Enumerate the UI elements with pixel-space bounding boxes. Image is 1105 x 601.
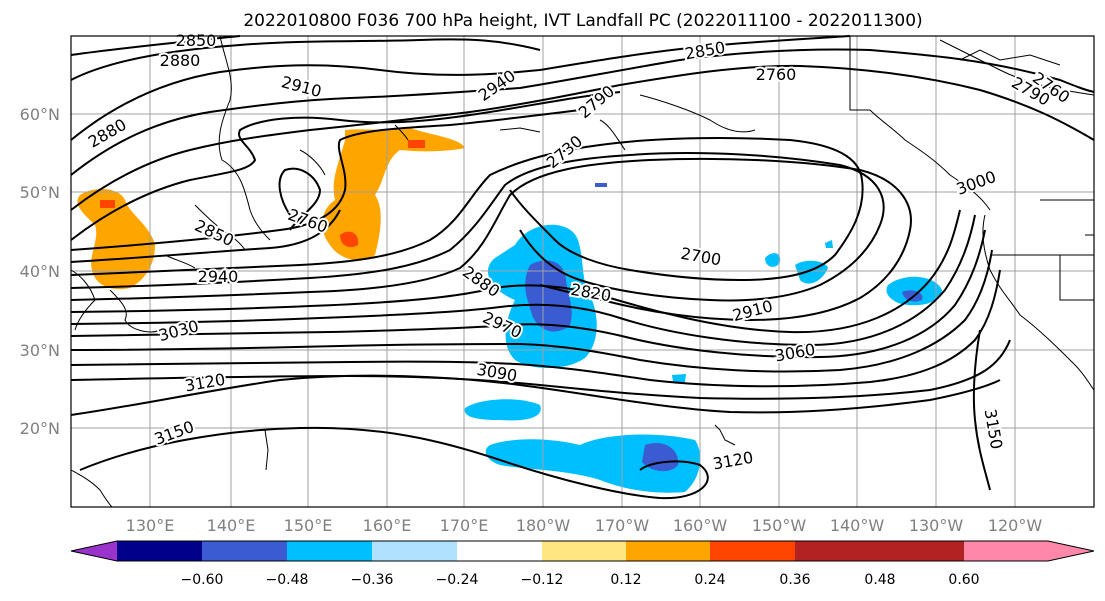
- lon-label: 180°W: [516, 516, 571, 535]
- colorbar-tick: −0.60: [181, 572, 224, 588]
- colorbar-bin: [542, 541, 626, 561]
- lat-label: 30°N: [20, 341, 60, 360]
- colorbar-bin: [202, 541, 287, 561]
- height-contours: [70, 35, 1095, 500]
- colorbar-bin: [287, 541, 372, 561]
- lat-label: 40°N: [20, 262, 60, 281]
- colorbar-tick: 0.60: [948, 572, 979, 588]
- colorbar-tick: −0.36: [351, 572, 394, 588]
- figure-title: 2022010800 F036 700 hPa height, IVT Land…: [243, 11, 922, 31]
- lon-label: 160°W: [673, 516, 728, 535]
- colorbar-tick: 0.12: [610, 572, 641, 588]
- longitude-labels: 130°E 140°E 150°E 160°E 170°E 180°W 170°…: [126, 516, 1043, 535]
- colorbar-extend-low: [71, 541, 117, 561]
- lon-label: 130°E: [126, 516, 175, 535]
- latitude-labels: 60°N 50°N 40°N 30°N 20°N: [20, 105, 60, 438]
- colorbar-bin: [117, 541, 202, 561]
- lon-label: 160°E: [363, 516, 412, 535]
- colorbar-tick: −0.12: [521, 572, 564, 588]
- lat-label: 50°N: [20, 183, 60, 202]
- lon-label: 150°E: [284, 516, 333, 535]
- lon-label: 120°W: [988, 516, 1043, 535]
- lon-label: 170°E: [440, 516, 489, 535]
- coastlines: [70, 35, 1095, 508]
- lon-label: 150°W: [752, 516, 807, 535]
- colorbar-bin: [457, 541, 542, 561]
- colorbar-extend-high: [964, 541, 1094, 561]
- lat-label: 60°N: [20, 105, 60, 124]
- lon-label: 140°E: [207, 516, 256, 535]
- lon-label: 170°W: [595, 516, 650, 535]
- colorbar-bin: [372, 541, 457, 561]
- colorbar-bin: [710, 541, 795, 561]
- contour-label: 2940: [198, 267, 239, 286]
- colorbar-bin: [626, 541, 710, 561]
- map-frame: [70, 35, 1095, 508]
- colorbar-tick: −0.48: [266, 572, 309, 588]
- ivt-negative-shading: [464, 183, 942, 493]
- colorbar-outline: [70, 540, 1095, 562]
- colorbar-bin: [880, 541, 964, 561]
- colorbar-tick: 0.48: [864, 572, 895, 588]
- lat-label: 20°N: [20, 419, 60, 438]
- contour-label: 2880: [160, 51, 201, 70]
- lon-label: 140°W: [830, 516, 885, 535]
- colorbar-bin: [795, 541, 880, 561]
- colorbar-tick: −0.24: [436, 572, 479, 588]
- colorbar-tick: 0.24: [694, 572, 725, 588]
- ivt-positive-shading: [77, 128, 465, 290]
- contour-label: 2760: [756, 65, 797, 84]
- lon-label: 130°W: [909, 516, 964, 535]
- colorbar-tick: 0.36: [779, 572, 810, 588]
- colorbar: −0.60 −0.48 −0.36 −0.24 −0.12 0.12 0.24 …: [70, 540, 1095, 588]
- contour-label: 2850: [176, 31, 217, 50]
